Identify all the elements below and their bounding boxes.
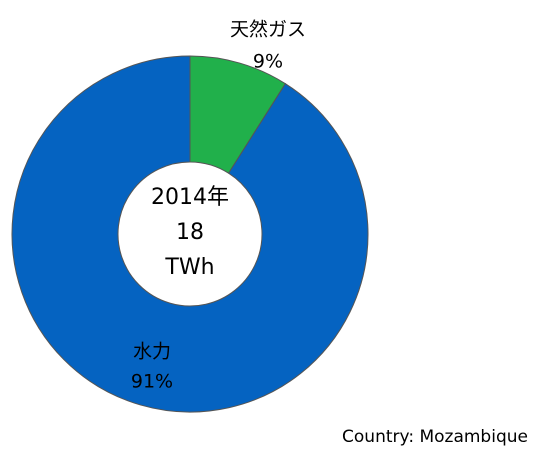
center-text: TWh xyxy=(164,255,214,280)
slice-label: 天然ガス xyxy=(230,19,306,41)
slice-value-label: 9% xyxy=(253,51,283,73)
footnote: Country: Mozambique xyxy=(342,427,528,447)
donut-slice xyxy=(11,55,369,413)
slice-label: 水力 xyxy=(133,341,171,363)
slice-value-label: 91% xyxy=(131,371,173,393)
center-text: 18 xyxy=(176,220,204,245)
center-text: 2014年 xyxy=(151,185,229,210)
